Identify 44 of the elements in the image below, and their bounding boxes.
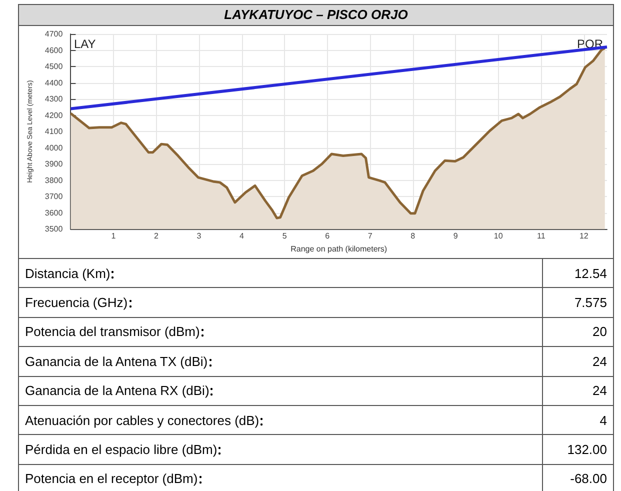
y-tick-label: 4100 bbox=[44, 127, 64, 136]
x-tick-label: 2 bbox=[154, 232, 160, 241]
text: -68.00 bbox=[570, 471, 607, 486]
chart-title: LAYKATUYOC – PISCO ORJO bbox=[19, 5, 613, 26]
y-tick-label: 4400 bbox=[44, 78, 64, 88]
x-tick-label: 9 bbox=[453, 232, 458, 241]
text: 4 bbox=[600, 412, 607, 428]
category-label: Ganancia de la Antena TX (dBi) bbox=[19, 346, 542, 376]
x-tick-label: 7 bbox=[368, 232, 373, 241]
text: 24 bbox=[592, 354, 607, 369]
y-tick-label: 4300 bbox=[44, 94, 64, 104]
x-tick-label: 1 bbox=[111, 232, 116, 241]
y-tick-label: 4200 bbox=[44, 110, 64, 120]
text: 20 bbox=[592, 324, 607, 340]
x-tick-label: 6 bbox=[325, 232, 330, 241]
y-tick-label: 3600 bbox=[44, 208, 64, 218]
y-tick-label: 4600 bbox=[44, 46, 64, 55]
x-axis-title: Range on path (kilometers) bbox=[290, 244, 388, 254]
y-tick-label: 3900 bbox=[44, 160, 64, 169]
category-label: Frecuencia (GHz) bbox=[19, 288, 542, 318]
category-label: Pérdida en el espacio libre (dBm) bbox=[19, 434, 542, 464]
category-label: Potencia en el receptor (dBm) bbox=[19, 464, 542, 491]
annotation: LAY bbox=[74, 37, 96, 51]
category-label: Ganancia de la Antena RX (dBi) bbox=[19, 376, 542, 406]
y-tick-label: 4700 bbox=[44, 30, 64, 38]
x-tick-label: 3 bbox=[196, 232, 202, 241]
y-tick-label: 3700 bbox=[44, 192, 64, 202]
y-tick-label: 3800 bbox=[44, 176, 64, 185]
y-tick-label: 4000 bbox=[44, 143, 64, 152]
x-tick-label: 8 bbox=[410, 232, 416, 241]
y-tick-label: 4500 bbox=[44, 62, 64, 72]
category-label: Atenuación por cables y conectores (dB) bbox=[19, 405, 542, 435]
text: 7.575 bbox=[574, 295, 607, 310]
y-tick-label: 3500 bbox=[44, 224, 64, 234]
x-tick-label: 12 bbox=[579, 232, 589, 241]
x-tick-label: 5 bbox=[282, 232, 288, 241]
x-tick-label: 4 bbox=[240, 232, 245, 241]
x-tick-label: 11 bbox=[536, 232, 546, 241]
category-label: Potencia del transmisor (dBm) bbox=[19, 317, 542, 347]
text: 12.54 bbox=[574, 266, 607, 281]
x-tick-label: 10 bbox=[494, 232, 504, 241]
category-label: Distancia (Km) bbox=[19, 258, 542, 288]
text: 24 bbox=[592, 383, 607, 398]
text: 132.00 bbox=[567, 442, 607, 458]
